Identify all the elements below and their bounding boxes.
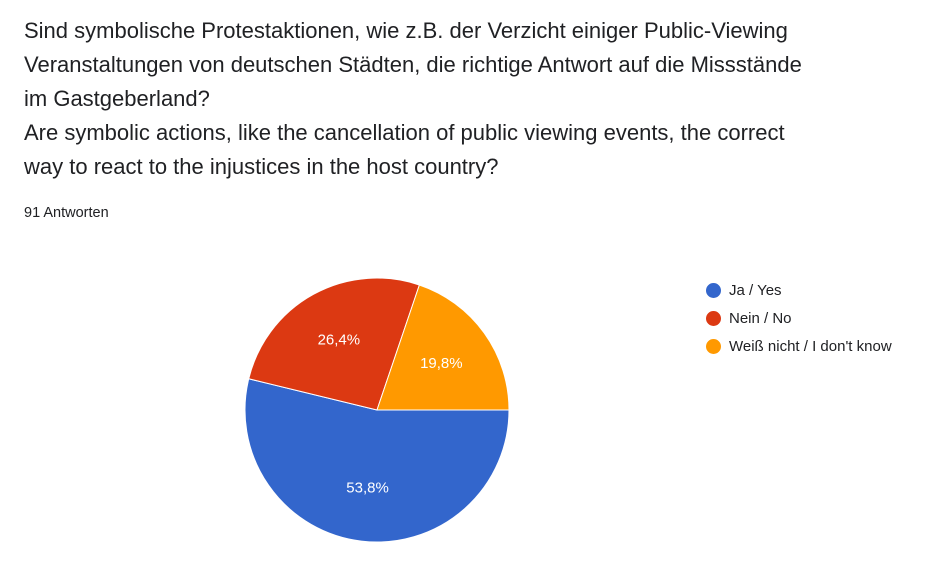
response-count: 91 Antworten (24, 205, 109, 221)
legend-label: Weiß nicht / I don't know (729, 337, 892, 355)
legend-swatch (706, 338, 721, 354)
pie-slice (244, 378, 510, 543)
legend-item: Weiß nicht / I don't know (706, 332, 892, 360)
legend-label: Nein / No (729, 309, 792, 327)
question-line: Veranstaltungen von deutschen Städten, d… (24, 52, 802, 77)
chart-legend: Ja / Yes Nein / No Weiß nicht / I don't … (706, 276, 892, 360)
legend-item: Ja / Yes (706, 276, 892, 304)
question-line: Sind symbolische Protestaktionen, wie z.… (24, 18, 788, 43)
slice-label: 53,8% (346, 480, 389, 497)
question-title: Sind symbolische Protestaktionen, wie z.… (24, 14, 904, 184)
pie-slice (248, 277, 420, 411)
question-line: Are symbolic actions, like the cancellat… (24, 120, 785, 145)
question-line: way to react to the injustices in the ho… (24, 154, 499, 179)
legend-label: Ja / Yes (729, 281, 782, 299)
slice-label: 19,8% (420, 355, 463, 372)
pie-slice (376, 284, 510, 411)
slice-label: 26,4% (318, 332, 361, 349)
legend-swatch (706, 310, 721, 326)
legend-item: Nein / No (706, 304, 892, 332)
question-line: im Gastgeberland? (24, 86, 210, 111)
legend-swatch (706, 282, 721, 298)
